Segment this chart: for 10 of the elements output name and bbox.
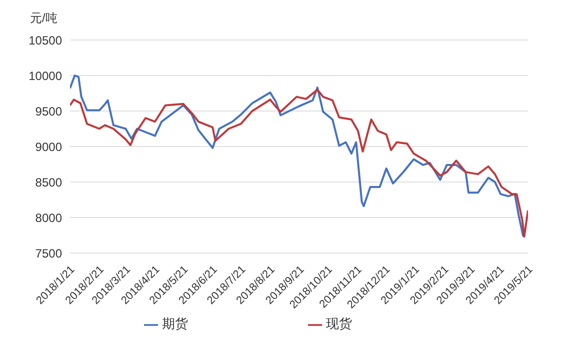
y-tick-label: 7500 [35,246,62,260]
legend-label: 现货 [326,316,352,331]
y-tick-label: 10500 [28,33,62,48]
y-axis-title: 元/吨 [30,10,58,27]
y-tick-label: 8000 [35,210,62,225]
y-tick-label: 9000 [35,140,62,154]
legend-label: 期货 [162,316,188,331]
y-tick-label: 10000 [28,68,62,83]
y-tick-label: 8500 [35,175,62,190]
y-tick-label: 9500 [35,104,62,118]
